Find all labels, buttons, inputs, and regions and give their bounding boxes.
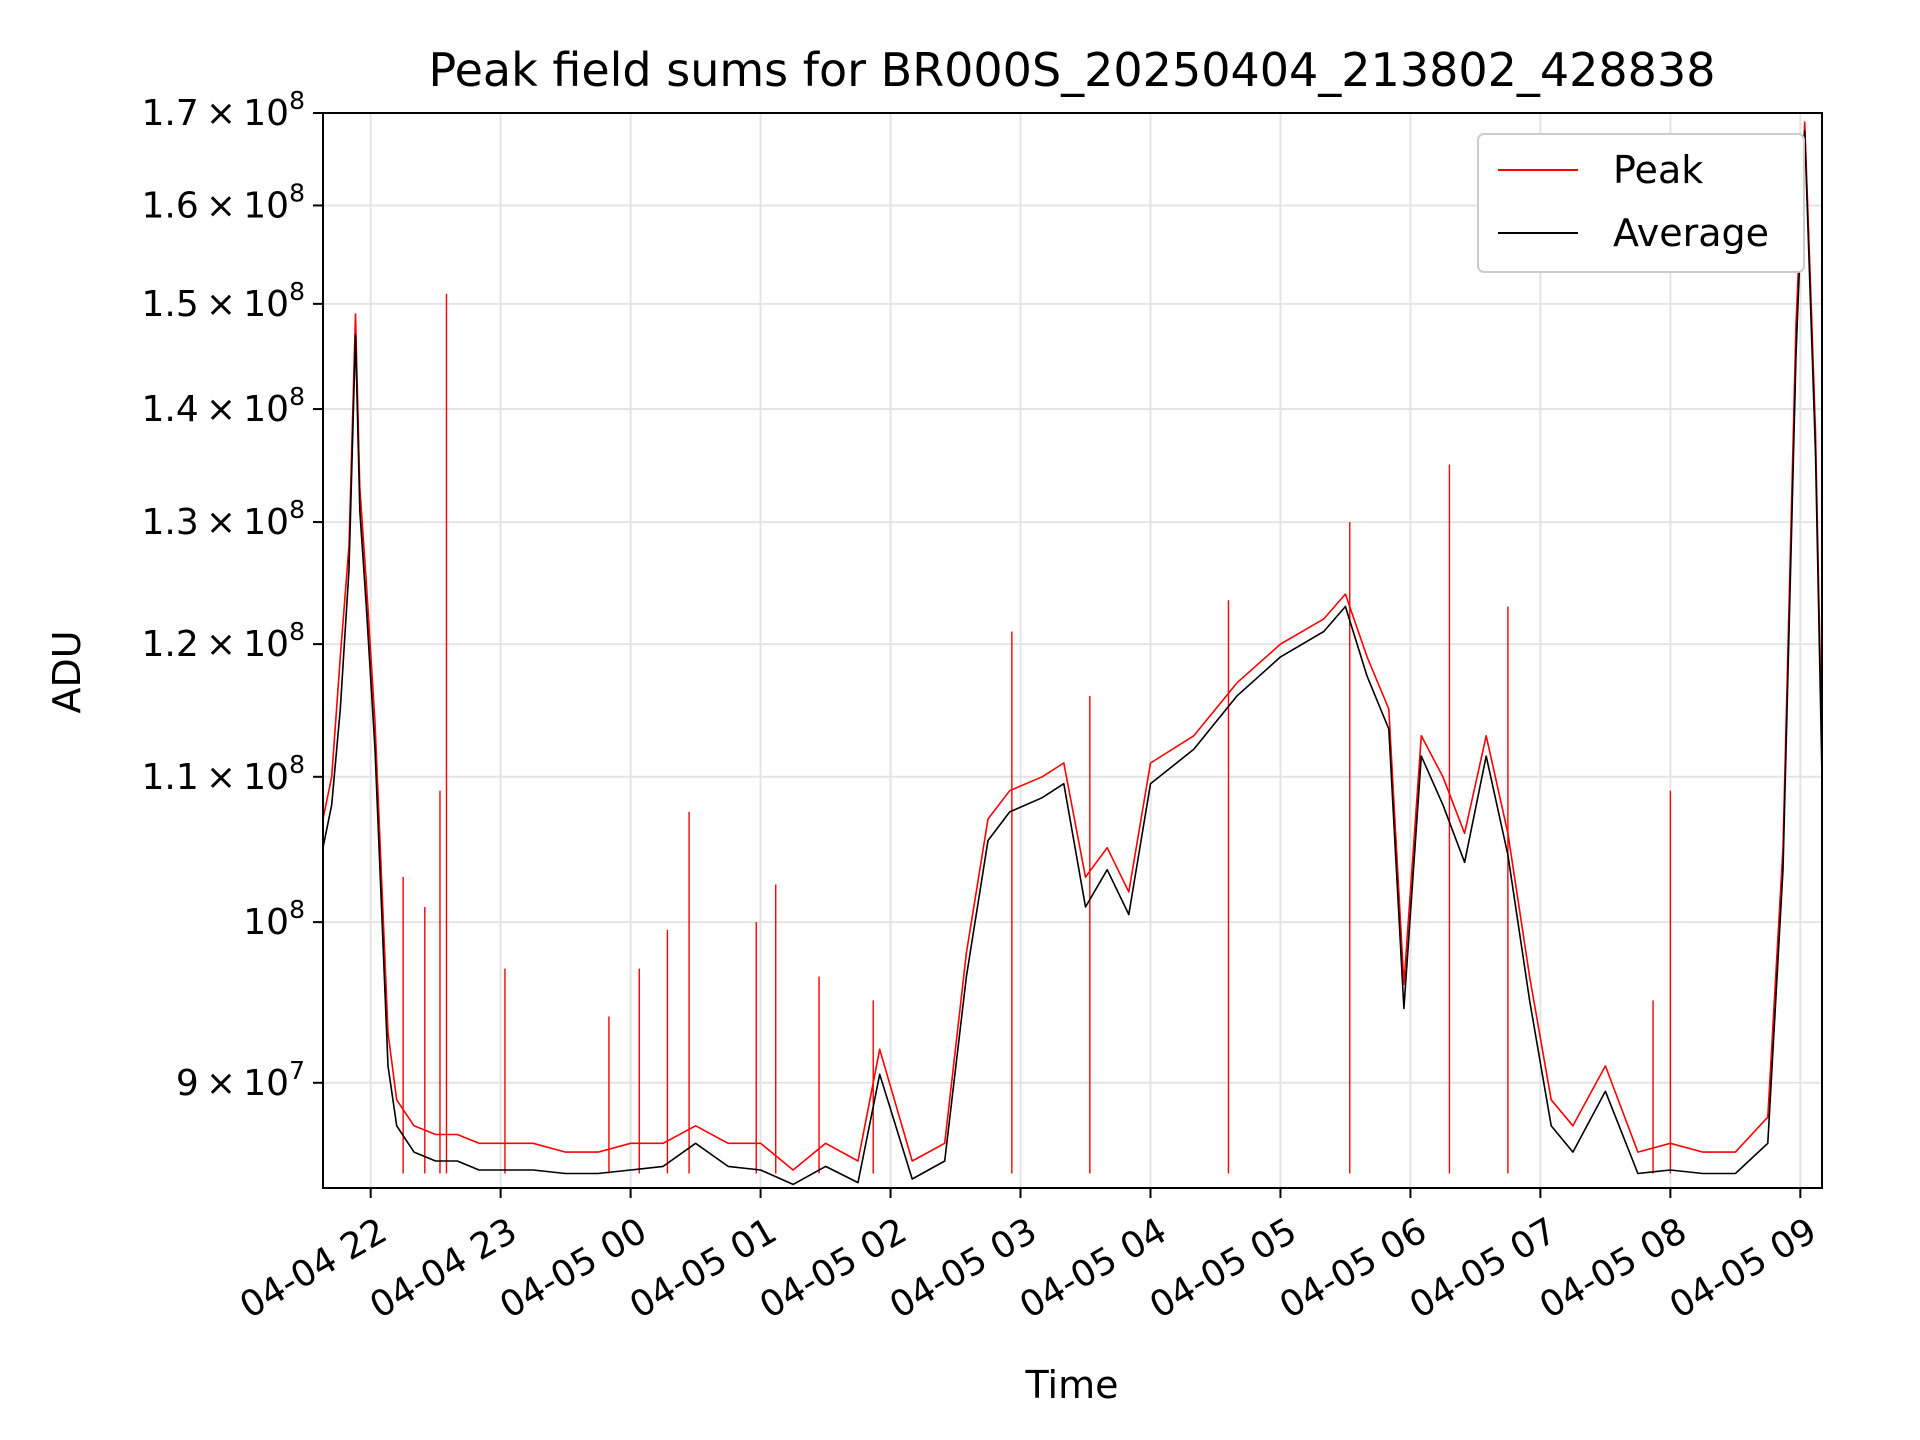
y-axis-label: ADU (45, 630, 89, 713)
y-tick-base: 1.2 × 10 (141, 624, 289, 665)
y-tick-label: 1.4 × 108 (141, 382, 305, 430)
y-tick-exponent: 8 (289, 495, 305, 524)
y-tick-base: 1.1 × 10 (141, 757, 289, 798)
y-tick-exponent: 8 (289, 750, 305, 779)
y-tick-base: 1.6 × 10 (141, 185, 289, 226)
y-tick-exponent: 8 (289, 895, 305, 924)
y-tick-label: 1.2 × 108 (141, 617, 305, 665)
y-tick-base: 9 × 10 (176, 1063, 289, 1104)
series-peak-line (323, 121, 1822, 1171)
series-peak (323, 121, 1822, 1174)
y-tick-base: 1.3 × 10 (141, 502, 289, 543)
y-tick-base: 1.7 × 10 (141, 93, 289, 134)
y-tick-exponent: 7 (289, 1056, 305, 1085)
y-tick-exponent: 8 (289, 178, 305, 207)
y-tick-exponent: 8 (289, 86, 305, 115)
y-tick-label: 1.6 × 108 (141, 178, 305, 226)
chart-title: Peak field sums for BR000S_20250404_2138… (429, 43, 1716, 97)
y-tick-label: 1.7 × 108 (141, 86, 305, 134)
y-tick-label: 1.5 × 108 (141, 277, 305, 325)
y-tick-base: 1.5 × 10 (141, 284, 289, 325)
legend-label-average: Average (1613, 211, 1769, 255)
series-average (323, 130, 1822, 1186)
y-tick-base: 1.4 × 10 (141, 389, 289, 430)
y-tick-label: 1.1 × 108 (141, 750, 305, 798)
y-tick-exponent: 8 (289, 382, 305, 411)
y-tick-exponent: 8 (289, 617, 305, 646)
series-average-line (323, 130, 1822, 1186)
y-tick-label: 9 × 107 (176, 1056, 305, 1104)
y-tick-label: 1.3 × 108 (141, 495, 305, 543)
x-axis-label: Time (1025, 1363, 1119, 1407)
y-tick-base: 10 (243, 902, 289, 943)
legend-box (1477, 133, 1805, 273)
y-tick-label: 108 (243, 895, 305, 943)
y-tick-exponent: 8 (289, 277, 305, 306)
legend-label-peak: Peak (1613, 148, 1703, 192)
plot-frame (322, 112, 1823, 1189)
legend: Peak Average (1477, 133, 1805, 273)
